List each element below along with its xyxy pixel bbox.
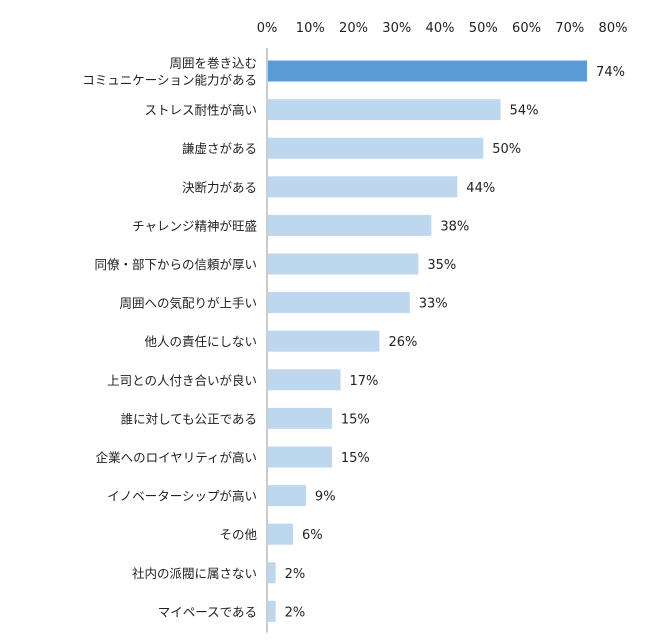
category-label: 企業へのロイヤリティが高い (96, 450, 257, 465)
bar (268, 330, 380, 352)
category-label: 誰に対しても公正である (121, 411, 257, 426)
bar (268, 214, 432, 236)
bar (268, 99, 501, 121)
data-label: 74% (596, 65, 625, 80)
x-tick-label: 10% (296, 21, 325, 36)
category-label: ストレス耐性が高い (144, 103, 257, 118)
bar (268, 562, 276, 584)
category-label: 同僚・部下からの信頼が厚い (94, 257, 257, 272)
x-tick-label: 0% (257, 21, 278, 36)
bar (268, 446, 332, 468)
data-label: 26% (388, 335, 417, 350)
x-tick-label: 60% (512, 21, 541, 36)
category-label: イノベーターシップが高い (107, 489, 257, 504)
data-label: 44% (466, 181, 495, 196)
x-tick-label: 40% (426, 21, 455, 36)
bar (268, 60, 588, 82)
bar (268, 137, 484, 159)
bar (268, 253, 419, 275)
bar (268, 600, 276, 622)
category-label: 謙虚さがある (182, 141, 257, 156)
category-label: 他人の責任にしない (144, 334, 257, 349)
x-tick-label: 80% (599, 21, 628, 36)
x-tick-label: 50% (469, 21, 498, 36)
data-label: 15% (341, 412, 370, 427)
data-label: 15% (341, 451, 370, 466)
category-label: その他 (219, 527, 257, 542)
data-label: 2% (285, 567, 306, 582)
x-tick-label: 20% (339, 21, 368, 36)
category-label: 周囲を巻き込む (169, 56, 257, 71)
category-label: 周囲への気配りが上手い (119, 296, 257, 311)
category-label: チャレンジ精神が旺盛 (132, 218, 257, 233)
data-label: 38% (440, 219, 469, 234)
data-label: 35% (427, 258, 456, 273)
data-label: 2% (285, 605, 306, 620)
bar (268, 407, 332, 429)
data-label: 17% (350, 374, 379, 389)
bar (268, 485, 306, 507)
data-label: 33% (419, 297, 448, 312)
category-label: 上司との人付き合いが良い (107, 373, 257, 388)
bar (268, 369, 341, 391)
bar (268, 523, 293, 545)
bar (268, 292, 410, 314)
x-tick-label: 30% (382, 21, 411, 36)
data-label: 6% (302, 528, 323, 543)
x-tick-label: 70% (555, 21, 584, 36)
category-label: マイペースである (158, 604, 257, 619)
category-label: 決断力がある (182, 180, 257, 195)
category-label: 社内の派閥に属さない (132, 566, 257, 581)
category-label: コミュニケーション能力がある (82, 73, 257, 88)
bar (268, 176, 458, 198)
data-label: 9% (315, 490, 336, 505)
data-label: 50% (492, 142, 521, 157)
data-label: 54% (510, 104, 539, 119)
